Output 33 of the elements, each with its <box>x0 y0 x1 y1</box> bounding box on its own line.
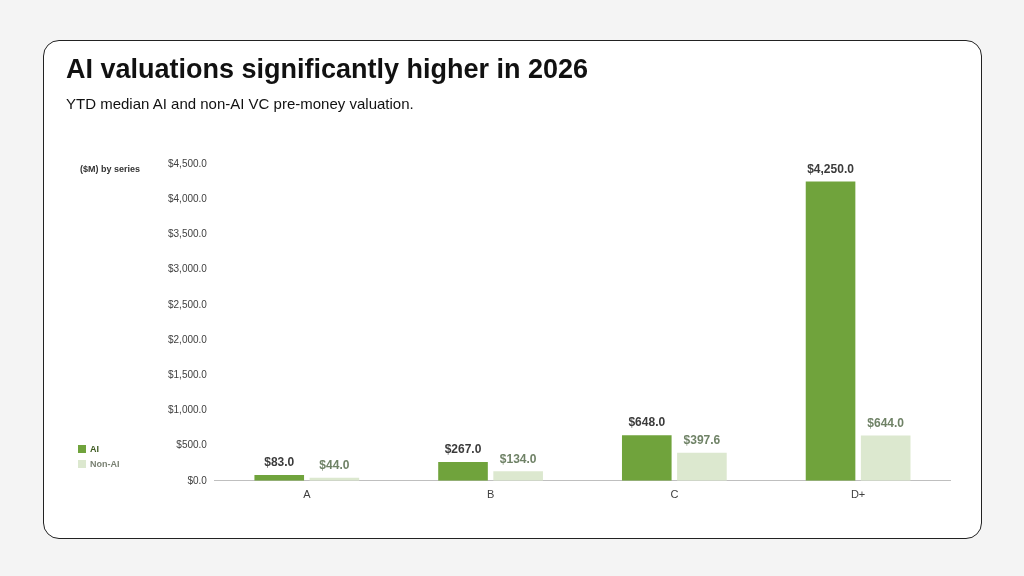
x-tick-label: C <box>670 488 679 501</box>
bar <box>805 181 856 481</box>
data-label: $83.0 <box>264 455 295 470</box>
chart-title: AI valuations significantly higher in 2026 <box>66 54 589 85</box>
y-tick-label: $2,000.0 <box>167 333 208 345</box>
data-label: $397.6 <box>683 433 721 448</box>
data-label: $44.0 <box>319 458 350 473</box>
y-tick-label: $3,500.0 <box>167 228 208 240</box>
legend-label: Non-AI <box>90 459 120 469</box>
y-tick-label: $3,000.0 <box>167 263 208 275</box>
data-label: $644.0 <box>867 415 905 430</box>
legend-label: AI <box>90 444 99 454</box>
y-tick-label: $1,000.0 <box>167 404 208 416</box>
y-tick-label: $4,000.0 <box>167 192 208 204</box>
y-tick-label: $0.0 <box>187 474 208 486</box>
y-axis-title: ($M) by series <box>80 164 141 174</box>
bar <box>621 435 672 481</box>
y-tick-label: $1,500.0 <box>167 368 208 380</box>
y-tick-label: $2,500.0 <box>167 298 208 310</box>
data-label: $267.0 <box>444 442 482 457</box>
x-tick-label: B <box>486 488 495 501</box>
bar <box>438 462 488 481</box>
data-label: $134.0 <box>499 451 537 466</box>
bar <box>677 452 727 481</box>
bar <box>860 435 911 481</box>
x-tick-label: D+ <box>850 488 866 501</box>
y-tick-label: $500.0 <box>176 439 208 451</box>
data-label: $4,250.0 <box>807 161 855 176</box>
bar <box>493 471 543 481</box>
x-tick-label: A <box>303 488 312 501</box>
chart-subtitle: YTD median AI and non-AI VC pre-money valuation. <box>66 95 414 112</box>
y-tick-label: $4,500.0 <box>167 157 208 169</box>
data-label: $648.0 <box>628 415 666 430</box>
